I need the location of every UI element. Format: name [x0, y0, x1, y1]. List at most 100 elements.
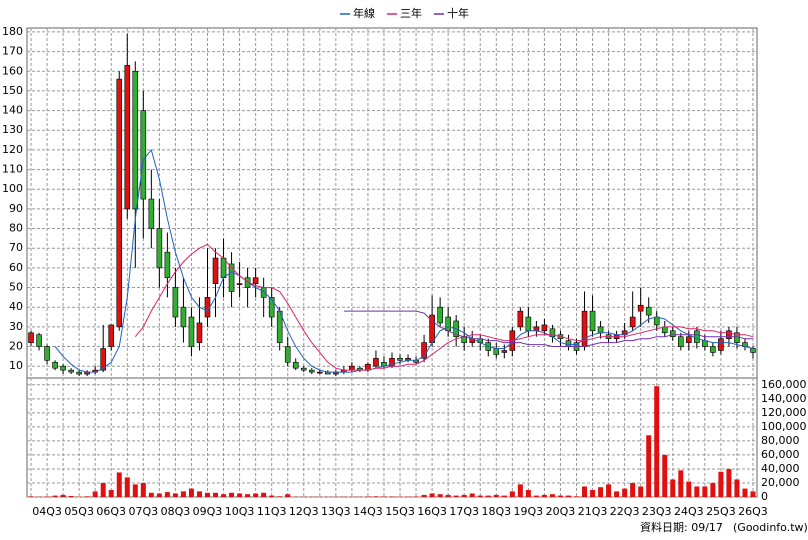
candle-body — [164, 251, 171, 279]
candle-body — [156, 228, 163, 269]
volume-bar — [750, 491, 756, 497]
volume-bar — [60, 494, 66, 497]
y-tick-label: 40 — [9, 300, 23, 313]
volume-bar — [582, 486, 588, 497]
candle-body — [100, 348, 107, 371]
legend-label: 三年 — [400, 6, 422, 20]
volume-bar — [253, 493, 259, 497]
candle-body — [525, 316, 532, 332]
volume-bar — [140, 482, 146, 497]
x-tick-label: 25Q3 — [706, 505, 736, 518]
volume-bar — [557, 495, 563, 497]
y-tick-label: 80 — [9, 222, 23, 235]
candle-body — [52, 361, 58, 369]
candle-body — [172, 287, 179, 318]
candle-body — [517, 310, 524, 328]
volume-bar — [646, 435, 652, 497]
volume-bar — [565, 495, 571, 497]
y-tick-label: 90 — [9, 202, 23, 215]
volume-bar — [221, 494, 227, 497]
candle-body — [750, 348, 756, 353]
candle-body — [694, 330, 700, 343]
volume-bar — [156, 493, 162, 497]
candle-body — [308, 369, 315, 373]
volume-bar — [429, 493, 435, 497]
volume-bar — [718, 471, 724, 497]
x-tick-label: 08Q3 — [161, 505, 191, 518]
x-tick-label: 26Q3 — [738, 505, 768, 518]
volume-bar — [670, 479, 676, 497]
candle-body — [76, 371, 82, 375]
volume-bar — [437, 494, 443, 497]
ma-line — [134, 243, 754, 371]
y2-tick-label: 160,000 — [761, 378, 807, 391]
ma-line — [54, 148, 754, 373]
volume-bar — [261, 492, 267, 497]
y-tick-label: 160 — [2, 64, 23, 77]
volume-bar — [533, 495, 539, 497]
volume-bar — [196, 491, 202, 497]
volume-bar — [461, 494, 467, 497]
x-tick-label: 15Q3 — [385, 505, 415, 518]
candle-body — [533, 326, 540, 332]
volume-bar — [445, 494, 451, 497]
volume-bar — [213, 492, 219, 497]
volume-bar — [686, 481, 692, 497]
volume-bar — [509, 491, 515, 497]
volume-bar — [180, 491, 186, 497]
y2-tick-label: 100,000 — [761, 420, 807, 433]
volume-bar — [100, 482, 106, 497]
y-tick-label: 20 — [9, 340, 23, 353]
candle-body — [124, 65, 131, 210]
x-tick-label: 20Q3 — [546, 505, 576, 518]
volume-bar — [630, 482, 636, 497]
volume-bar — [164, 492, 170, 497]
candle-body — [148, 198, 155, 229]
candle-body — [292, 361, 299, 369]
candle-body — [589, 310, 596, 332]
x-tick-label: 09Q3 — [193, 505, 223, 518]
x-tick-label: 05Q3 — [64, 505, 94, 518]
candle-body — [196, 322, 203, 343]
volume-bar — [237, 493, 243, 497]
y-tick-label: 150 — [2, 84, 23, 97]
volume-bar — [734, 479, 740, 497]
x-tick-label: 24Q3 — [674, 505, 704, 518]
volume-bar — [84, 496, 90, 497]
y2-tick-label: 40,000 — [761, 462, 800, 475]
candle-body — [373, 358, 379, 367]
volume-bar — [485, 495, 491, 497]
y2-tick-label: 140,000 — [761, 392, 807, 405]
volume-bar — [662, 454, 668, 497]
x-tick-label: 11Q3 — [257, 505, 287, 518]
ma-line — [343, 310, 753, 347]
volume-bar — [525, 489, 531, 497]
x-tick-label: 04Q3 — [32, 505, 62, 518]
candle-body — [437, 306, 443, 324]
volume-bar — [68, 495, 74, 497]
candle-body — [180, 306, 187, 328]
candle-body — [260, 287, 267, 298]
y-tick-label: 30 — [9, 320, 23, 333]
candle-body — [268, 297, 275, 318]
volume-bar — [172, 493, 178, 497]
candle-body — [212, 257, 219, 284]
candle-body — [718, 338, 724, 351]
candle-body — [493, 348, 500, 355]
volume-bar — [477, 495, 483, 497]
x-tick-label: 19Q3 — [514, 505, 544, 518]
candle-body — [686, 336, 692, 343]
candle-body — [140, 110, 147, 200]
footer: 資料日期: 09/17 — [640, 520, 723, 534]
candle-body — [637, 304, 644, 312]
source: (Goodinfo.tw) — [733, 521, 808, 534]
volume-bar — [28, 496, 34, 497]
volume-bar — [678, 470, 684, 497]
candle-body — [317, 371, 323, 374]
volume-bar — [453, 495, 459, 497]
candle-body — [252, 277, 259, 284]
volume-bar — [614, 491, 620, 497]
volume-bar — [277, 496, 283, 497]
x-tick-label: 07Q3 — [128, 505, 158, 518]
